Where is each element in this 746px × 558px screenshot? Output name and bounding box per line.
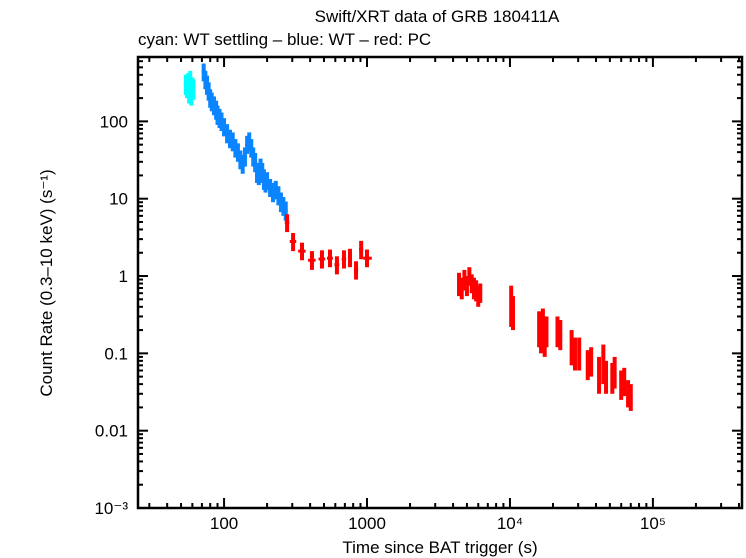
data-point-pc bbox=[619, 370, 624, 400]
data-point-pc bbox=[478, 283, 483, 303]
x-tick-label: 100 bbox=[210, 514, 238, 533]
data-point-pc bbox=[577, 337, 582, 371]
chart-subtitle: cyan: WT settling – blue: WT – red: PC bbox=[138, 30, 431, 49]
data-point-pc bbox=[544, 316, 549, 348]
data-point-pc bbox=[510, 296, 515, 331]
data-point-pc bbox=[318, 250, 326, 269]
data-point-pc bbox=[456, 272, 461, 297]
data-point-pc bbox=[359, 240, 364, 260]
data-point-pc bbox=[298, 242, 306, 261]
chart-title: Swift/XRT data of GRB 180411A bbox=[315, 7, 560, 26]
data-point-wt-settling bbox=[191, 79, 196, 100]
data-point-pc bbox=[462, 269, 467, 291]
data-point-pc bbox=[585, 350, 590, 381]
data-point-pc bbox=[558, 319, 563, 351]
data-point-pc bbox=[308, 251, 316, 270]
data-point-pc bbox=[597, 356, 602, 394]
y-tick-label: 10⁻³ bbox=[94, 499, 128, 518]
data-point-pc bbox=[604, 360, 609, 394]
data-point-pc bbox=[628, 384, 633, 411]
y-tick-label: 10 bbox=[109, 190, 128, 209]
data-point-pc bbox=[601, 344, 606, 385]
data-point-pc bbox=[353, 261, 359, 280]
y-tick-label: 0.01 bbox=[95, 422, 128, 441]
data-point-pc bbox=[464, 276, 469, 297]
y-tick-label: 0.1 bbox=[104, 344, 128, 363]
y-axis-label: Count Rate (0.3–10 keV) (s⁻¹) bbox=[37, 169, 56, 396]
data-point-pc bbox=[459, 277, 464, 300]
data-point-pc bbox=[569, 330, 574, 366]
data-point-pc bbox=[589, 347, 594, 377]
data-point-pc bbox=[555, 316, 560, 348]
data-point-pc bbox=[341, 250, 347, 269]
data-point-pc bbox=[612, 356, 617, 389]
data-point-pc bbox=[363, 249, 372, 268]
x-axis-label: Time since BAT trigger (s) bbox=[342, 538, 537, 557]
data-point-wt bbox=[242, 147, 247, 167]
data-point-pc bbox=[626, 380, 631, 408]
data-point-pc bbox=[572, 337, 577, 371]
data-point-pc bbox=[327, 249, 333, 268]
data-point-pc bbox=[289, 233, 297, 252]
x-tick-label: 10⁴ bbox=[497, 514, 523, 533]
data-points bbox=[183, 63, 633, 411]
data-point-pc bbox=[334, 256, 340, 275]
x-tick-label: 1000 bbox=[348, 514, 386, 533]
x-tick-label: 10⁵ bbox=[640, 514, 666, 533]
data-point-pc bbox=[622, 367, 627, 397]
data-point-pc bbox=[347, 248, 352, 268]
y-tick-label: 1 bbox=[119, 267, 128, 286]
plot-frame bbox=[136, 55, 744, 510]
data-point-pc bbox=[284, 214, 290, 233]
y-tick-label: 100 bbox=[100, 112, 128, 131]
tick-labels: 100 1000 10⁴ 10⁵ 10⁻³ 0.01 0.1 1 10 100 bbox=[94, 112, 665, 533]
